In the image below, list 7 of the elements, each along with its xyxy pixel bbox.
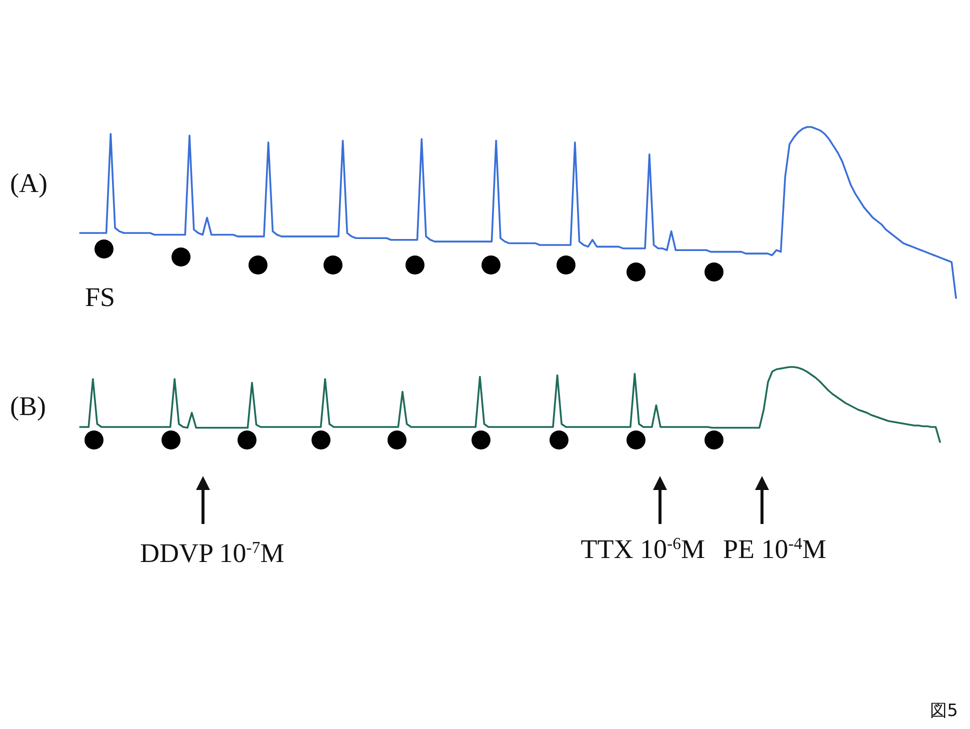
- text: TTX 10$^{-6}$M: [580, 534, 705, 564]
- text: (B): [10, 391, 46, 421]
- annotation: FS: [84, 282, 116, 312]
- caption: 図5: [930, 701, 958, 721]
- text: PE 10$^{-4}$M: [723, 534, 826, 564]
- text: DDVP 10$^{-7}$M: [140, 538, 284, 568]
- text: (A): [10, 168, 48, 198]
